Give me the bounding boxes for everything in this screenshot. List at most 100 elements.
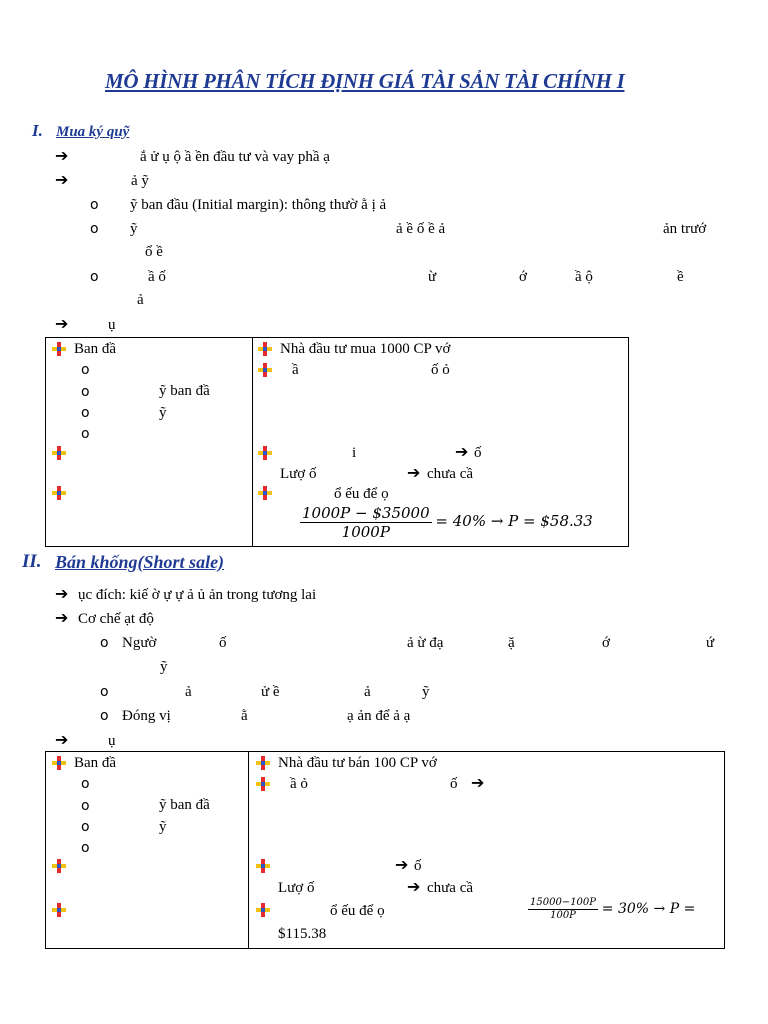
t1-right-r1: Nhà đầu tư mua 1000 CP vớ: [280, 341, 451, 357]
circle-bullet-icon: o: [81, 362, 90, 378]
s2-line-a3: ụ: [108, 733, 116, 749]
circle-bullet-icon: o: [90, 197, 99, 213]
plus-icon: [52, 859, 66, 873]
t1-right-r2b: ố ỏ: [431, 362, 450, 378]
s1-line-c2b: ả ề ố ề ả: [396, 221, 446, 237]
t1-left-l3: ỹ ban đầ: [159, 383, 210, 399]
plus-icon: [52, 756, 66, 770]
s1-line-a1: ắ ử ụ ộ ầ ền đầu tư và vay phầ ạ: [140, 149, 330, 165]
t2-left-l1: Ban đầ: [74, 755, 117, 771]
formula-result: = 30% → P =: [601, 900, 696, 917]
t1-right-r4: Lượ ố: [280, 466, 317, 482]
table-divider: [248, 752, 249, 948]
t1-right-r3a: i: [352, 445, 357, 461]
s2-line-b1e: ớ: [602, 635, 610, 651]
plus-icon: [256, 859, 270, 873]
circle-bullet-icon: o: [81, 840, 90, 856]
circle-bullet-icon: o: [81, 798, 90, 814]
s2-line-b2a: ả: [185, 684, 192, 700]
example-table-2: Ban đầ o o ỹ ban đầ o ỹ o Nhà đầu tư bán…: [45, 751, 725, 949]
page-title: MÔ HÌNH PHÂN TÍCH ĐỊNH GIÁ TÀI SẢN TÀI C…: [105, 69, 625, 93]
t2-right-r4b: chưa cầ: [427, 880, 474, 896]
circle-bullet-icon: o: [81, 819, 90, 835]
circle-bullet-icon: o: [81, 426, 90, 442]
s2-line-b2d: ỹ: [422, 684, 430, 700]
t2-left-l3: ỹ ban đầ: [159, 797, 210, 813]
t2-right-r3: ố: [414, 858, 422, 874]
s1-line-c2d: ổ ề: [145, 244, 163, 260]
s1-line-a3: ụ: [108, 317, 116, 333]
plus-icon: [256, 903, 270, 917]
t2-right-r5: ổ ếu để ọ: [330, 903, 385, 919]
t1-formula: 1000P − $35000 1000P = 40% → P = $58.33: [300, 504, 593, 541]
s2-line-b1f: ứ: [706, 635, 715, 651]
circle-bullet-icon: o: [100, 635, 109, 651]
t1-right-r5: ổ ếu để ọ: [334, 486, 389, 502]
arrow-icon: ➔: [55, 608, 69, 627]
s1-line-c3f: ả: [137, 292, 144, 308]
plus-icon: [52, 446, 66, 460]
arrow-icon: ➔: [455, 442, 469, 461]
arrow-icon: ➔: [395, 855, 409, 874]
s1-line-c3e: ề: [677, 269, 684, 285]
t1-right-r4b: chưa cầ: [427, 466, 474, 482]
arrow-icon: ➔: [407, 877, 421, 896]
t2-formula-result-2: $115.38: [278, 926, 327, 942]
section1-number: I.: [32, 121, 43, 140]
plus-icon: [258, 446, 272, 460]
s1-line-c2c: ản trướ: [663, 221, 707, 237]
s1-line-c3a: ầ ố: [148, 269, 166, 285]
plus-icon: [258, 486, 272, 500]
s2-line-b1b: ố: [219, 635, 227, 651]
s2-line-b2b: ử ề: [261, 684, 280, 700]
s1-line-c3c: ớ: [519, 269, 527, 285]
section1-heading: Mua ký quỹ: [56, 124, 130, 140]
s2-line-a1: ục đích: kiế ờ ự ự ả ủ ản trong tương la…: [78, 587, 317, 603]
arrow-icon: ➔: [55, 584, 69, 603]
circle-bullet-icon: o: [81, 384, 90, 400]
plus-icon: [52, 486, 66, 500]
s2-line-b1c: ả ừ đạ: [407, 635, 444, 651]
section2-number: II.: [22, 551, 42, 572]
circle-bullet-icon: o: [90, 269, 99, 285]
s2-line-a2: Cơ chế ạt độ: [78, 611, 154, 627]
arrow-icon: ➔: [55, 170, 69, 189]
circle-bullet-icon: o: [81, 776, 90, 792]
s2-line-b1a: Ngườ: [122, 635, 157, 651]
s2-line-b3c: ạ ản để ả ạ: [347, 708, 411, 724]
formula-numerator: 15000−100P: [528, 897, 599, 910]
arrow-icon: ➔: [55, 730, 69, 749]
circle-bullet-icon: o: [81, 405, 90, 421]
plus-icon: [256, 777, 270, 791]
arrow-icon: ➔: [407, 463, 421, 482]
plus-icon: [52, 342, 66, 356]
t2-left-l4: ỹ: [159, 819, 167, 835]
circle-bullet-icon: o: [100, 708, 109, 724]
s2-line-b3a: Đóng vị: [122, 708, 171, 724]
s1-line-c1: ỹ ban đầu (Initial margin): thông thườ ằ…: [130, 197, 387, 213]
formula-denominator: 1000P: [341, 523, 390, 541]
t1-left-l4: ỹ: [159, 405, 167, 421]
t2-formula: 15000−100P 100P = 30% → P =: [528, 897, 695, 922]
example-table-1: Ban đầ o o ỹ ban đầ o ỹ o Nhà đầu tư mua…: [45, 337, 629, 547]
s1-line-c2a: ỹ: [130, 221, 138, 237]
t1-right-r2a: ầ: [292, 362, 299, 378]
t2-right-r4: Lượ ố: [278, 880, 315, 896]
t2-right-r1: Nhà đầu tư bán 100 CP vớ: [278, 755, 437, 771]
arrow-icon: ➔: [55, 314, 69, 333]
formula-result: = 40% → P = $58.33: [435, 511, 593, 530]
s2-line-b2c: ả: [364, 684, 371, 700]
plus-icon: [52, 903, 66, 917]
t1-right-r3b: ố: [474, 445, 482, 461]
circle-bullet-icon: o: [100, 684, 109, 700]
s1-line-a2: ả ỹ: [131, 173, 149, 189]
s1-line-c3d: ầ ộ: [575, 269, 593, 285]
plus-icon: [258, 342, 272, 356]
plus-icon: [256, 756, 270, 770]
t2-right-r2b: ố: [450, 776, 458, 792]
t2-right-r2a: ầ ỏ: [290, 776, 308, 792]
t1-left-l1: Ban đầ: [74, 341, 117, 357]
plus-icon: [258, 363, 272, 377]
s2-line-b1d: ặ: [508, 635, 515, 651]
formula-denominator: 100P: [550, 910, 576, 921]
